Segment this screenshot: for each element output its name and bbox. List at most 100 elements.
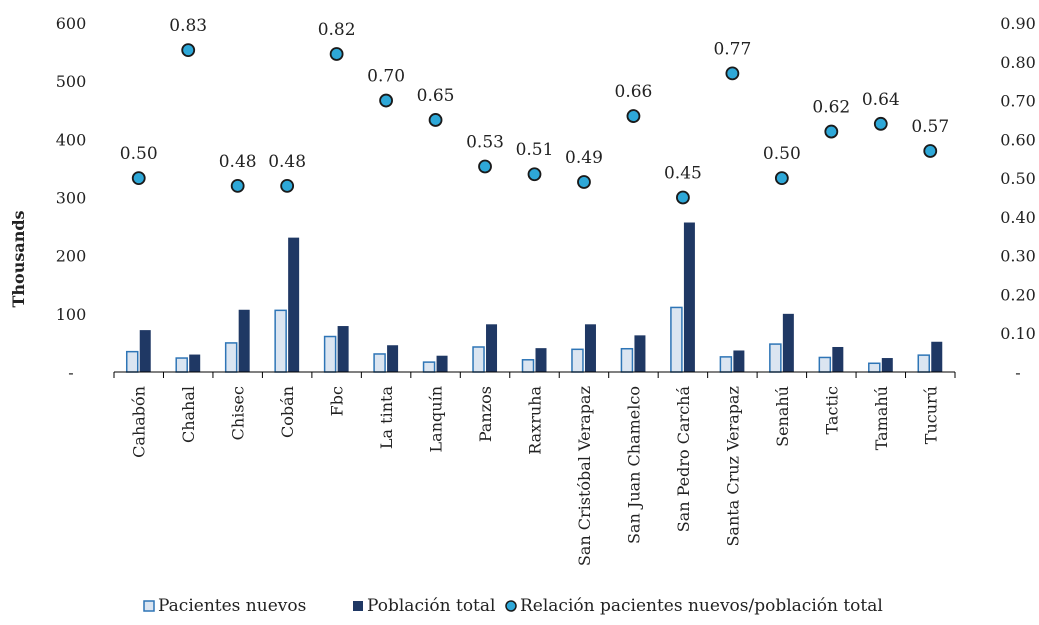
left-tick-label: 300: [56, 189, 87, 208]
ratio-data-label: 0.49: [565, 148, 603, 168]
left-tick-label: 100: [56, 305, 87, 324]
category-label: Panzos: [476, 386, 495, 442]
ratio-point: [824, 124, 839, 139]
ratio-point: [873, 116, 888, 131]
legend-marker-ratio: [505, 600, 517, 612]
left-tick-label: 400: [56, 130, 87, 149]
ratio-point: [230, 178, 245, 193]
ratio-data-label: 0.77: [713, 39, 751, 59]
right-tick-label: 0.40: [1000, 208, 1036, 227]
bar-poblacion-total: [387, 345, 399, 372]
left-tick-label: 200: [56, 247, 87, 266]
ratio-data-label: 0.53: [466, 132, 504, 152]
bar-pacientes-nuevos: [818, 356, 832, 373]
category-label: Fbc: [328, 386, 347, 416]
category-label: Cobán: [278, 386, 297, 438]
ratio-data-label: 0.48: [219, 152, 257, 172]
ratio-data-label: 0.48: [268, 152, 306, 172]
ratio-data-label: 0.66: [615, 82, 653, 102]
ratio-data-label: 0.65: [417, 86, 455, 106]
ratio-points: 0.50 0.83 0.48 0.48 0.82 0.70 0.65 0.53 0.51 0.49…: [120, 16, 949, 205]
legend-label-poblacion-total: Población total: [367, 596, 495, 616]
category-label: Cahabón: [130, 386, 149, 458]
bar-poblacion-total: [683, 222, 695, 372]
category-label: Tactic: [822, 386, 841, 434]
right-tick-label: 0.80: [1000, 53, 1036, 72]
right-tick-label: -: [1015, 363, 1020, 382]
category-label: Lanquín: [427, 386, 446, 452]
ratio-data-label: 0.51: [516, 140, 554, 160]
category-label: Tamahú: [872, 386, 891, 450]
bar-pacientes-nuevos: [917, 354, 931, 373]
bar-pacientes-nuevos: [175, 357, 188, 373]
bar-pacientes-nuevos: [472, 346, 485, 373]
ratio-point: [181, 43, 196, 58]
bar-poblacion-total: [832, 346, 844, 372]
category-label: Chahal: [179, 386, 198, 443]
ratio-point: [923, 144, 938, 158]
ratio-data-label: 0.50: [763, 144, 801, 164]
ratio-data-label: 0.57: [911, 117, 949, 137]
ratio-data-label: 0.82: [318, 20, 356, 40]
ratio-point: [478, 159, 492, 174]
bar-poblacion-total: [238, 309, 250, 372]
bar-pacientes-nuevos: [670, 306, 683, 373]
ratio-data-label: 0.83: [169, 16, 207, 36]
bar-poblacion-total: [288, 237, 300, 372]
legend-swatch-poblacion-total: [353, 601, 363, 611]
right-tick-label: 0.30: [1000, 247, 1036, 266]
bar-pacientes-nuevos: [274, 309, 287, 373]
left-tick-label: 600: [56, 14, 87, 33]
category-label: Raxruha: [526, 386, 545, 455]
bar-poblacion-total: [881, 358, 893, 372]
ratio-data-label: 0.62: [812, 98, 850, 118]
category-label: Santa Cruz Verapaz: [723, 386, 742, 547]
right-tick-label: 0.50: [1000, 169, 1036, 188]
left-y-axis: - 100 200 300 400 500 600: [56, 14, 87, 382]
category-label: La tinta: [377, 386, 396, 450]
legend-swatch-pacientes-nuevos: [143, 600, 155, 612]
ratio-point: [280, 178, 295, 193]
bar-pacientes-nuevos: [868, 362, 881, 373]
x-category-labels: Cahabón Chahal Chisec Cobán Fbc La tinta Lanqu…: [130, 386, 941, 567]
category-label: San Pedro Carchá: [674, 386, 693, 533]
bar-pacientes-nuevos: [422, 361, 436, 373]
bar-poblacion-total: [535, 348, 547, 372]
bar-poblacion-total: [139, 330, 151, 372]
legend-label-pacientes-nuevos: Pacientes nuevos: [158, 596, 306, 616]
bar-pacientes-nuevos: [620, 347, 634, 373]
ratio-point: [774, 171, 789, 186]
bar-poblacion-total: [782, 313, 794, 372]
left-tick-label: 500: [56, 72, 87, 91]
bar-pacientes-nuevos: [571, 348, 584, 373]
ratio-point: [428, 113, 443, 127]
bar-poblacion-total: [436, 355, 448, 372]
bar-poblacion-total: [337, 326, 349, 372]
category-label: Senahú: [773, 386, 792, 447]
category-label: San Juan Chamelco: [624, 386, 643, 544]
bar-pacientes-nuevos: [224, 342, 238, 373]
ratio-data-label: 0.70: [367, 67, 405, 87]
ratio-data-label: 0.50: [120, 144, 158, 164]
ratio-data-label: 0.64: [862, 90, 900, 110]
ratio-point: [676, 190, 690, 205]
bar-poblacion-total: [931, 341, 943, 372]
category-label: Tucurú: [921, 386, 940, 444]
bar-poblacion-total: [584, 324, 596, 372]
y-axis-title: Thousands: [9, 210, 28, 307]
right-tick-label: 0.90: [1000, 14, 1036, 33]
x-axis: [113, 371, 956, 378]
ratio-point: [379, 93, 393, 108]
bar-poblacion-total: [733, 350, 745, 372]
bar-poblacion-total: [634, 335, 646, 372]
bar-pacientes-nuevos: [521, 359, 535, 373]
ratio-point: [626, 109, 641, 123]
right-tick-label: 0.60: [1000, 130, 1036, 149]
legend-label-ratio: Relación pacientes nuevos/población tota…: [520, 596, 883, 616]
right-tick-label: 0.70: [1000, 92, 1036, 111]
bar-series: [125, 222, 943, 373]
bar-poblacion-total: [189, 354, 201, 372]
bar-pacientes-nuevos: [719, 356, 733, 373]
